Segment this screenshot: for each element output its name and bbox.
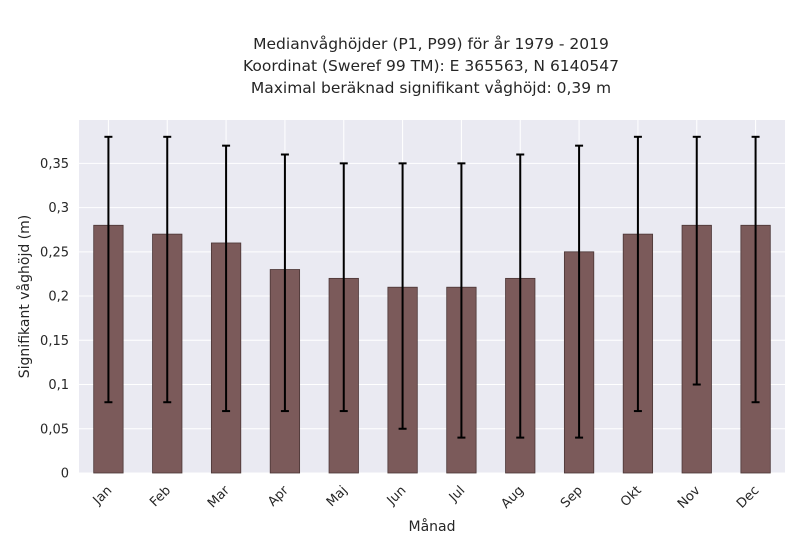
x-tick-label-okt: Okt: [618, 483, 645, 510]
chart-title-line-1: Medianvåghöjder (P1, P99) för år 1979 - …: [253, 35, 609, 53]
x-tick-label-apr: Apr: [265, 483, 292, 510]
chart-title-line-2: Koordinat (Sweref 99 TM): E 365563, N 61…: [243, 57, 619, 75]
y-tick-label: 0,35: [40, 157, 69, 172]
x-tick-label-sep: Sep: [558, 483, 586, 511]
x-tick-label-dec: Dec: [734, 483, 762, 511]
x-tick-label-jun: Jun: [384, 483, 410, 509]
x-axis-label: Månad: [409, 518, 456, 535]
x-tick-label-nov: Nov: [675, 483, 704, 512]
chart-title-line-3: Maximal beräknad signifikant våghöjd: 0,…: [250, 79, 612, 97]
x-tick-label-jan: Jan: [90, 483, 115, 508]
y-tick-label: 0,3: [48, 201, 69, 216]
y-tick-label: 0,25: [40, 245, 69, 260]
x-tick-label-maj: Maj: [324, 483, 351, 510]
y-tick-label: 0,2: [48, 290, 69, 305]
x-tick-label-jul: Jul: [446, 483, 468, 505]
chart-title: Medianvåghöjder (P1, P99) för år 1979 - …: [60, 33, 800, 99]
y-tick-label: 0: [61, 467, 69, 482]
y-tick-label: 0,15: [40, 334, 69, 349]
x-tick-label-feb: Feb: [147, 483, 174, 510]
x-tick-label-mar: Mar: [205, 483, 233, 511]
y-axis-label: Signifikant våghöjd (m): [16, 215, 33, 378]
x-tick-label-aug: Aug: [499, 483, 528, 512]
y-tick-label: 0,05: [40, 422, 69, 437]
y-tick-label: 0,1: [48, 378, 69, 393]
